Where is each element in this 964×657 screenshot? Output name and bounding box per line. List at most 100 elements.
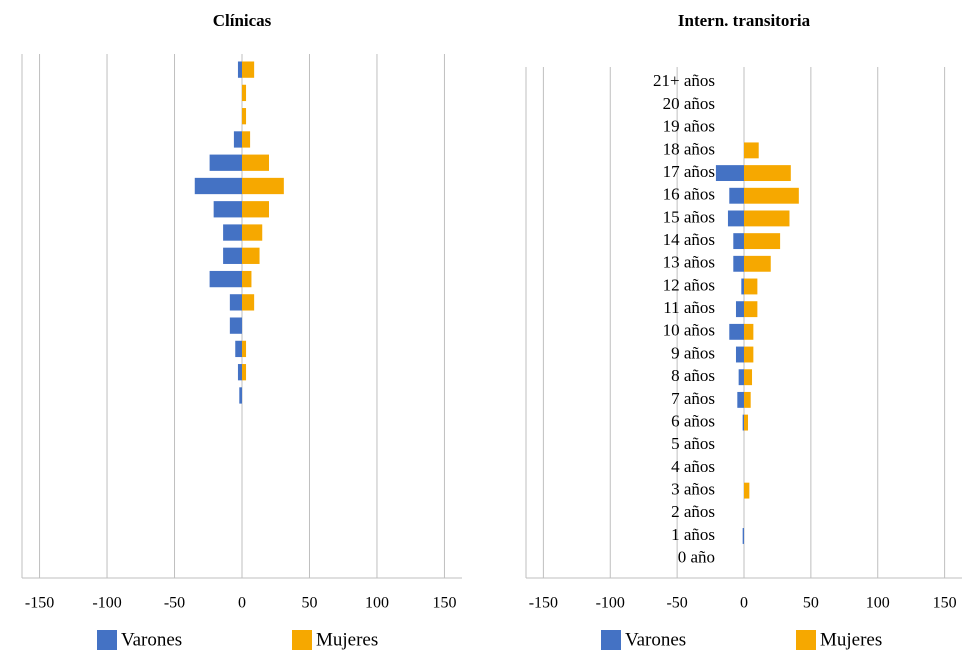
bar [735, 301, 744, 318]
bar [744, 414, 749, 431]
legend-label: Varones [625, 629, 686, 650]
x-tick-label: -150 [529, 595, 558, 612]
y-tick-label: 7 años [671, 389, 715, 408]
y-tick-label: 20 años [663, 94, 715, 113]
y-tick-label: 10 años [663, 321, 715, 340]
bar [242, 340, 247, 358]
x-tick-label: 0 [740, 595, 748, 612]
bar [744, 233, 781, 250]
x-tick-label: 150 [432, 595, 456, 612]
legend-swatch [97, 630, 117, 650]
y-tick-label: 13 años [663, 253, 715, 272]
bar [213, 201, 242, 218]
bar [242, 270, 252, 288]
y-tick-label: 4 años [671, 457, 715, 476]
bar [744, 391, 751, 408]
bar [744, 142, 759, 159]
bar [209, 154, 242, 171]
x-tick-label: 50 [301, 595, 317, 612]
bar [242, 294, 255, 311]
bar [237, 61, 242, 78]
y-tick-label: 8 años [671, 366, 715, 385]
y-tick-label: 21+ años [653, 71, 715, 90]
bar [229, 317, 242, 334]
x-tick-label: 100 [365, 595, 389, 612]
bar [242, 247, 260, 264]
legend-label: Mujeres [820, 629, 882, 650]
bar [235, 340, 242, 358]
bar [242, 84, 247, 102]
bar [715, 165, 744, 182]
bar [744, 255, 771, 272]
bar [242, 61, 255, 78]
bar [744, 323, 754, 340]
bar [744, 165, 791, 182]
bar [194, 177, 242, 195]
y-tick-label: 9 años [671, 343, 715, 362]
bar [729, 323, 744, 340]
bar [242, 224, 263, 241]
x-tick-label: 150 [933, 595, 957, 612]
bar [733, 255, 744, 272]
y-tick-label: 12 años [663, 275, 715, 294]
bar [737, 391, 744, 408]
bar [242, 154, 269, 171]
bar [239, 387, 242, 404]
bar [242, 131, 251, 148]
bar [744, 369, 753, 386]
y-tick-label: 15 años [663, 207, 715, 226]
y-tick-label: 2 años [671, 502, 715, 521]
y-tick-label: 1 años [671, 525, 715, 544]
legend-swatch [601, 630, 621, 650]
bar [729, 187, 744, 204]
y-tick-label: 6 años [671, 411, 715, 430]
bar [242, 201, 269, 218]
y-tick-label: 0 año [678, 548, 715, 567]
bar [744, 346, 754, 363]
bar [233, 131, 242, 148]
y-tick-label: 16 años [663, 185, 715, 204]
bar [229, 294, 242, 311]
bar [727, 210, 744, 227]
y-tick-label: 14 años [663, 230, 715, 249]
x-tick-label: -100 [92, 595, 121, 612]
x-tick-label: 100 [866, 595, 890, 612]
bar [242, 177, 284, 195]
bar [733, 233, 744, 250]
bar [223, 224, 242, 241]
x-tick-label: 0 [238, 595, 246, 612]
x-tick-label: -50 [666, 595, 687, 612]
legend-label: Mujeres [316, 629, 378, 650]
x-tick-label: -100 [596, 595, 625, 612]
bar [223, 247, 242, 264]
y-tick-label: 18 años [663, 139, 715, 158]
x-tick-label: -150 [25, 595, 54, 612]
y-tick-label: 5 años [671, 434, 715, 453]
bar [744, 301, 758, 318]
bar [209, 270, 242, 288]
chart-title: Intern. transitoria [678, 11, 811, 30]
bar [744, 278, 758, 295]
y-tick-label: 11 años [663, 298, 715, 317]
chart-title: Clínicas [213, 11, 272, 30]
bar [744, 187, 799, 204]
bar [735, 346, 744, 363]
bar [744, 482, 750, 499]
bar [242, 108, 247, 125]
bar [744, 210, 790, 227]
y-tick-label: 17 años [663, 162, 715, 181]
y-tick-label: 19 años [663, 117, 715, 136]
x-tick-label: -50 [164, 595, 185, 612]
legend-swatch [292, 630, 312, 650]
bar [742, 528, 744, 544]
bar [738, 369, 744, 386]
legend-label: Varones [121, 629, 182, 650]
bar [237, 364, 242, 381]
bar [741, 278, 744, 295]
y-tick-label: 3 años [671, 480, 715, 499]
bar [742, 414, 744, 431]
x-tick-label: 50 [803, 595, 819, 612]
legend-swatch [796, 630, 816, 650]
bar [242, 364, 247, 381]
